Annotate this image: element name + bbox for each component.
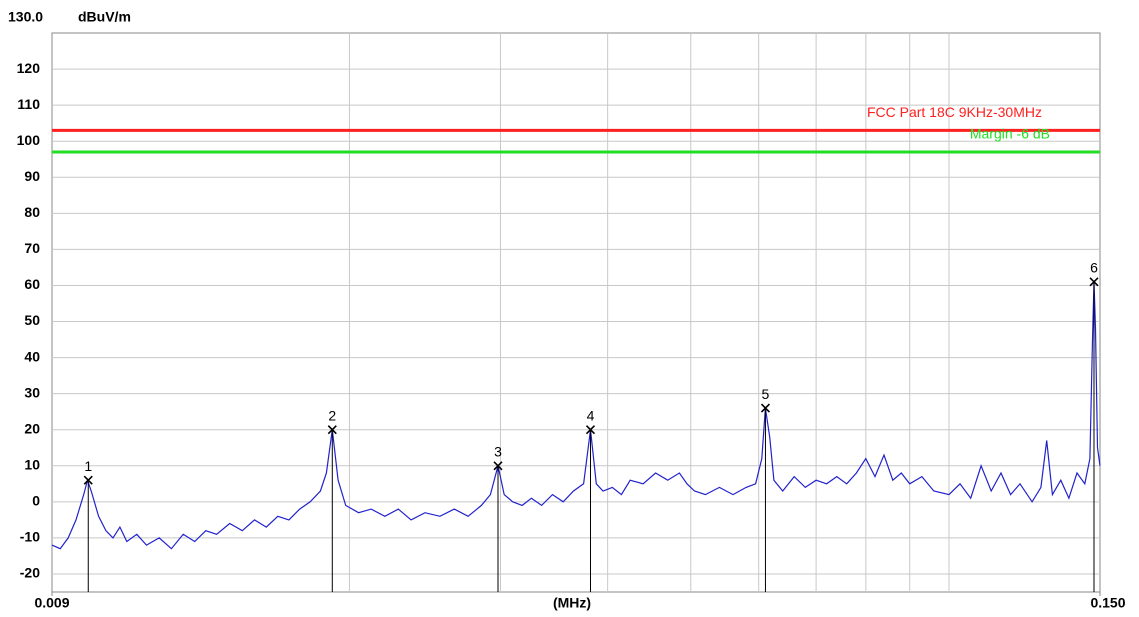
marker-label: 1 <box>84 458 92 474</box>
marker-label: 4 <box>587 407 595 423</box>
y-tick-label: 130.0 <box>8 9 43 25</box>
limit-label: FCC Part 18C 9KHz-30MHz <box>867 104 1042 120</box>
marker-cross <box>760 403 771 413</box>
x-tick-label: 0.150 <box>1090 595 1125 611</box>
y-tick-label: 0 <box>32 493 40 509</box>
x-tick-label: 0.009 <box>34 595 69 611</box>
y-tick-label: 70 <box>24 240 40 256</box>
y-tick-label: -20 <box>20 565 40 581</box>
y-axis-label: dBuV/m <box>78 9 131 25</box>
trace <box>51 281 1101 550</box>
y-tick-label: 30 <box>24 384 40 400</box>
marker-label: 5 <box>762 386 770 402</box>
y-tick-label: 60 <box>24 276 40 292</box>
marker-label: 6 <box>1090 260 1098 276</box>
y-tick-label: 120 <box>17 60 41 76</box>
y-tick-label: 20 <box>24 420 40 436</box>
y-tick-label: 10 <box>24 456 40 472</box>
y-tick-label: 80 <box>24 204 40 220</box>
limit-label: Margin -6 dB <box>970 126 1050 142</box>
marker-label: 3 <box>494 443 502 459</box>
marker-label: 2 <box>328 407 336 423</box>
marker-cross <box>585 425 596 435</box>
marker-cross <box>83 475 93 485</box>
y-tick-label: 50 <box>24 312 40 328</box>
y-tick-label: 110 <box>17 96 40 112</box>
y-tick-label: -10 <box>20 529 40 545</box>
y-tick-label: 40 <box>24 348 40 364</box>
marker-cross <box>1089 277 1099 287</box>
plot-frame <box>51 32 1101 593</box>
marker-cross <box>327 425 337 435</box>
y-tick-label: 100 <box>17 132 41 148</box>
marker-cross <box>493 461 503 471</box>
x-axis-label: (MHz) <box>553 595 591 611</box>
y-tick-label: 90 <box>24 168 40 184</box>
